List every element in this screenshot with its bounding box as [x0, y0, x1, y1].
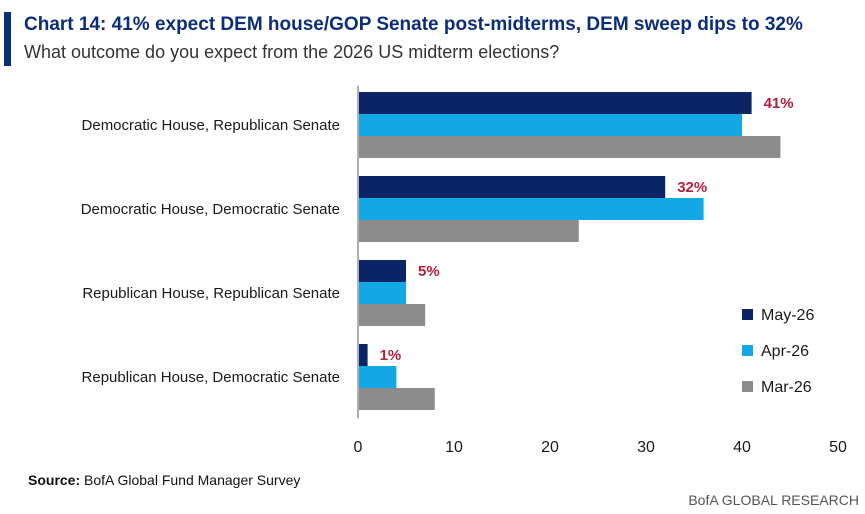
- bar-apr-26: [359, 282, 406, 304]
- x-tick-label: 20: [541, 439, 559, 456]
- title-accent-bar: [4, 12, 11, 66]
- x-tick-label: 40: [733, 439, 751, 456]
- legend-swatch: [742, 381, 753, 392]
- source-note: Source: BofA Global Fund Manager Survey: [28, 472, 300, 488]
- legend-swatch: [742, 345, 753, 356]
- bar-apr-26: [359, 366, 397, 388]
- category-label: Republican House, Democratic Senate: [82, 369, 340, 386]
- bar-mar-26: [359, 136, 781, 158]
- legend-entry: Apr-26: [761, 343, 809, 360]
- data-label: 5%: [418, 263, 440, 280]
- x-tick-label: 10: [445, 439, 463, 456]
- bar-may-26: [359, 344, 368, 366]
- bar-mar-26: [359, 304, 426, 326]
- bar-mar-26: [359, 388, 435, 410]
- chart-title: Chart 14: 41% expect DEM house/GOP Senat…: [24, 14, 803, 35]
- category-label: Democratic House, Republican Senate: [82, 117, 340, 134]
- category-label: Democratic House, Democratic Senate: [81, 201, 340, 218]
- data-label: 41%: [764, 95, 794, 112]
- x-tick-label: 0: [354, 439, 363, 456]
- source-text: BofA Global Fund Manager Survey: [84, 472, 301, 488]
- legend-entry: May-26: [761, 307, 814, 324]
- bar-apr-26: [359, 114, 742, 136]
- x-tick-label: 30: [637, 439, 655, 456]
- data-label: 1%: [380, 347, 402, 364]
- bar-apr-26: [359, 198, 704, 220]
- bar-mar-26: [359, 220, 579, 242]
- legend-entry: Mar-26: [761, 379, 812, 396]
- legend-swatch: [742, 309, 753, 320]
- bar-may-26: [359, 260, 406, 282]
- chart-subtitle: What outcome do you expect from the 2026…: [24, 42, 560, 62]
- bar-may-26: [359, 92, 752, 114]
- bar-may-26: [359, 176, 666, 198]
- category-label: Republican House, Republican Senate: [82, 285, 340, 302]
- x-tick-label: 50: [829, 439, 847, 456]
- source-label: Source:: [28, 472, 81, 488]
- brand-footer: BofA GLOBAL RESEARCH: [688, 492, 859, 508]
- data-label: 32%: [677, 179, 707, 196]
